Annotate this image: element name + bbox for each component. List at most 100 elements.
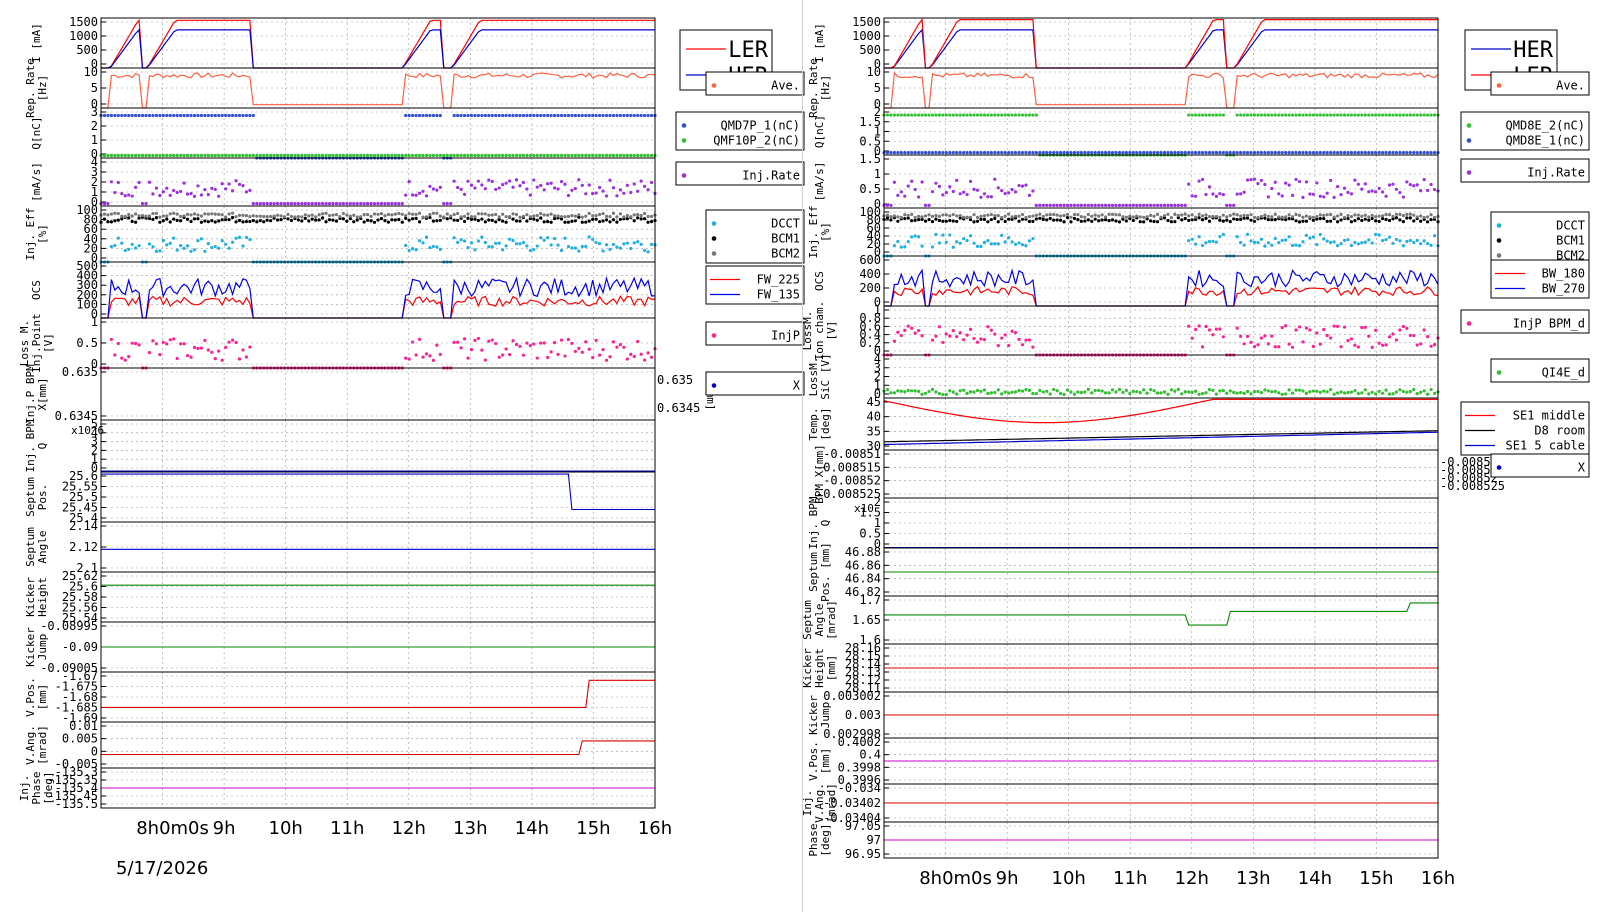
data-point xyxy=(1138,390,1142,395)
data-point xyxy=(1311,113,1315,117)
data-point xyxy=(1214,194,1218,198)
data-point xyxy=(1090,219,1094,223)
data-point xyxy=(1325,191,1329,195)
data-point xyxy=(210,113,214,118)
data-point xyxy=(1290,345,1295,349)
data-point xyxy=(327,153,332,158)
data-point xyxy=(1162,214,1167,218)
data-point xyxy=(1221,213,1225,217)
data-point xyxy=(1363,325,1367,329)
data-point xyxy=(1426,220,1430,224)
data-point xyxy=(1339,113,1343,117)
data-point xyxy=(466,113,470,118)
data-point xyxy=(982,151,987,155)
data-point xyxy=(927,203,931,207)
data-point xyxy=(1301,113,1305,117)
data-point xyxy=(1242,342,1246,346)
data-point xyxy=(372,220,377,224)
data-point xyxy=(906,184,910,188)
data-point xyxy=(182,181,186,185)
data-point xyxy=(1093,388,1097,393)
data-point xyxy=(1183,212,1187,216)
data-point xyxy=(1360,218,1364,223)
data-point xyxy=(289,202,294,206)
data-point xyxy=(1145,203,1149,207)
data-point xyxy=(1007,151,1011,155)
data-point xyxy=(566,220,571,224)
data-point xyxy=(618,217,622,222)
data-point xyxy=(154,186,158,190)
data-point xyxy=(168,241,172,245)
x-tick: 9h xyxy=(996,868,1019,889)
y-axis-label: [mm] xyxy=(36,684,49,711)
legend-box xyxy=(1460,309,1590,334)
data-point xyxy=(269,153,273,158)
y-tick-label: 20 xyxy=(867,237,881,251)
data-point xyxy=(584,214,588,218)
data-point xyxy=(224,153,228,158)
data-point xyxy=(1052,212,1056,217)
data-point xyxy=(1353,151,1357,155)
data-point xyxy=(975,215,980,220)
data-point xyxy=(321,212,325,216)
data-point xyxy=(1013,390,1018,394)
data-point xyxy=(521,180,526,185)
data-point xyxy=(923,219,928,223)
data-point xyxy=(102,217,107,221)
data-point xyxy=(937,218,942,223)
data-point xyxy=(993,177,997,181)
data-point xyxy=(456,113,460,118)
data-point xyxy=(1384,151,1388,155)
data-point xyxy=(937,151,942,155)
data-point xyxy=(913,218,917,222)
data-point xyxy=(906,213,910,218)
data-point xyxy=(137,343,141,347)
data-point xyxy=(930,338,935,342)
data-point xyxy=(1363,217,1367,221)
data-point xyxy=(649,220,654,224)
data-point xyxy=(1013,330,1018,335)
data-point xyxy=(466,245,470,250)
legend-box xyxy=(675,111,805,151)
data-point xyxy=(1391,113,1395,117)
data-point xyxy=(1000,336,1004,340)
data-point xyxy=(414,113,418,118)
data-point xyxy=(1128,151,1132,155)
data-point xyxy=(923,151,928,155)
data-point xyxy=(227,113,231,118)
data-point xyxy=(1100,213,1104,217)
data-point xyxy=(355,215,359,219)
data-point xyxy=(646,113,650,118)
data-point xyxy=(1034,203,1038,207)
data-point xyxy=(1415,343,1419,347)
data-point xyxy=(165,153,169,158)
data-point xyxy=(941,213,945,217)
data-point xyxy=(1041,390,1045,394)
data-point xyxy=(1339,212,1343,216)
panel-frame xyxy=(883,255,1439,307)
data-point xyxy=(1318,151,1322,155)
data-point xyxy=(1031,236,1035,241)
data-point xyxy=(234,215,238,219)
data-point xyxy=(376,153,380,158)
data-point xyxy=(386,212,390,217)
data-point xyxy=(511,217,515,221)
data-point xyxy=(615,245,619,249)
data-point xyxy=(182,246,186,251)
data-point xyxy=(982,113,987,117)
data-point xyxy=(1086,218,1090,222)
data-point xyxy=(307,202,311,206)
panel-frame xyxy=(883,305,1439,356)
y-tick-label: 1 xyxy=(91,133,98,147)
data-point xyxy=(165,214,169,218)
data-point xyxy=(930,214,935,218)
y-tick-label: 40 xyxy=(84,232,98,246)
data-point xyxy=(1356,213,1360,217)
data-point xyxy=(179,113,183,118)
legend-box xyxy=(1460,158,1590,183)
data-point xyxy=(518,219,522,223)
y-tick-label: 28.16 xyxy=(845,641,881,655)
